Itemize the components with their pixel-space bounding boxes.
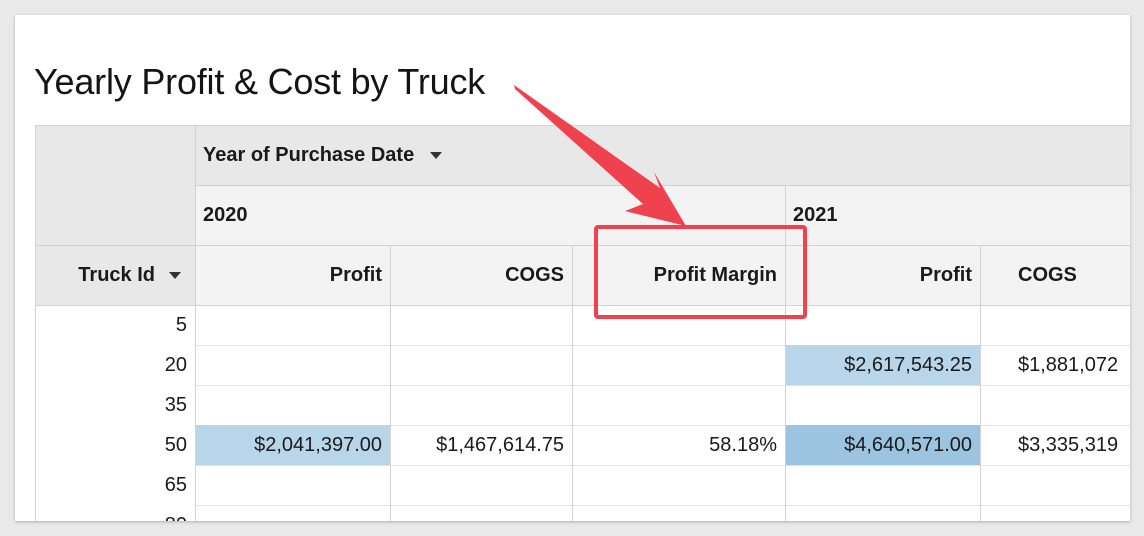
pivot-table: Year of Purchase Date 2020 2021 Truck Id… — [15, 15, 1130, 521]
table-cell[interactable]: $1,467,614.75 — [436, 433, 564, 456]
table-cell[interactable]: $4,640,571.00 — [785, 425, 980, 465]
table-cell[interactable] — [572, 505, 785, 521]
table-cell[interactable] — [390, 385, 572, 425]
row-divider — [35, 345, 1130, 346]
table-cell[interactable] — [785, 465, 980, 505]
table-cell[interactable] — [980, 385, 1130, 425]
year-header-2020: 2020 — [195, 185, 785, 245]
table-cell[interactable]: $2,041,397.00 — [195, 425, 390, 465]
column-header-cogs-2020[interactable]: COGS — [390, 245, 572, 305]
column-header-cogs-2021[interactable]: COGS — [980, 245, 1130, 305]
table-cell[interactable] — [785, 505, 980, 521]
row-divider — [35, 505, 1130, 506]
row-header-cell: 5 — [35, 305, 195, 345]
table-cell[interactable] — [390, 345, 572, 385]
table-cell[interactable] — [390, 465, 572, 505]
chevron-down-icon[interactable] — [430, 151, 443, 159]
row-divider — [35, 385, 1130, 386]
row-header-cell: 80 — [35, 505, 195, 521]
table-cell[interactable] — [980, 305, 1130, 345]
row-header-label: Truck Id — [78, 263, 155, 286]
table-cell[interactable]: $3,335,319 — [1018, 433, 1119, 456]
table-cell[interactable] — [980, 465, 1130, 505]
column-header-profit-2021[interactable]: Profit — [785, 245, 980, 305]
table-cell[interactable] — [785, 385, 980, 425]
table-cell[interactable] — [572, 385, 785, 425]
chevron-down-icon[interactable] — [169, 271, 181, 279]
table-cell[interactable] — [572, 465, 785, 505]
group-header-label: Year of Purchase Date — [203, 143, 415, 166]
row-divider — [35, 465, 1130, 466]
row-header-truck-id[interactable]: Truck Id — [35, 245, 195, 305]
column-header-profit-margin-2020[interactable]: Profit Margin — [572, 245, 785, 305]
table-cell[interactable]: $2,617,543.25 — [785, 345, 980, 385]
corner-cell — [35, 125, 195, 245]
table-cell[interactable]: 58.18% — [709, 433, 777, 456]
table-cell[interactable] — [390, 505, 572, 521]
table-cell[interactable] — [785, 305, 980, 345]
table-cell[interactable] — [390, 305, 572, 345]
year-header-2021: 2021 — [785, 185, 1130, 245]
group-header[interactable]: Year of Purchase Date — [195, 125, 1130, 185]
row-header-cell: 50 — [35, 425, 195, 465]
table-cell[interactable] — [195, 505, 390, 521]
row-divider — [35, 425, 1130, 426]
pivot-table-card: Yearly Profit & Cost by Truck Year of Pu… — [15, 15, 1130, 521]
table-cell[interactable]: $1,881,072 — [1018, 353, 1119, 376]
table-cell[interactable] — [195, 385, 390, 425]
table-cell[interactable] — [572, 305, 785, 345]
page-title: Yearly Profit & Cost by Truck — [34, 61, 486, 102]
row-header-cell: 35 — [35, 385, 195, 425]
table-cell[interactable] — [195, 305, 390, 345]
row-header-cell: 65 — [35, 465, 195, 505]
column-header-profit-2020[interactable]: Profit — [195, 245, 390, 305]
table-cell[interactable] — [980, 505, 1130, 521]
table-cell[interactable] — [195, 465, 390, 505]
table-cell[interactable] — [195, 345, 390, 385]
table-cell[interactable] — [572, 345, 785, 385]
row-header-cell: 20 — [35, 345, 195, 385]
